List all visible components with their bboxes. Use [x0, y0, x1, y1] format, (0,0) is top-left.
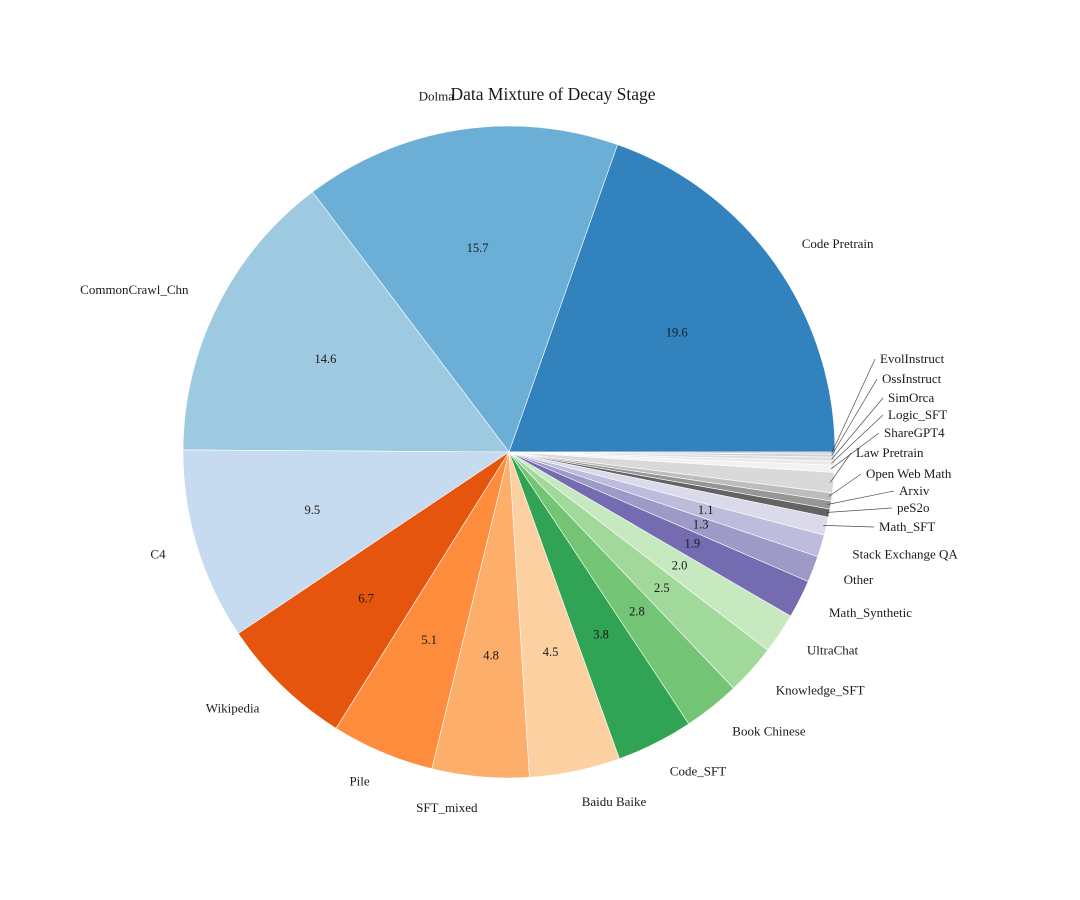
pie-slice	[312, 125, 618, 453]
slice-value-label: 1.1	[698, 503, 714, 517]
slice-value-label: 15.7	[467, 241, 489, 255]
slice-labels-layer: Code Pretrain 19.6 Dolma 15.7 CommonCrawl_Ch…	[80, 89, 958, 816]
slice-value-label: 19.6	[666, 325, 688, 339]
slice-name-label: Law Pretrain	[856, 445, 924, 460]
slice-value-label: 1.9	[684, 537, 700, 551]
slice-name-label: Math_SFT	[879, 519, 935, 534]
slice-name-label: Arxiv	[899, 483, 930, 498]
leader-line	[825, 507, 893, 513]
slice-name-label: Pile	[349, 773, 369, 788]
slice-name-label: Math_Synthetic	[829, 605, 912, 620]
slice-value-label: 9.5	[304, 503, 320, 517]
leader-line	[828, 473, 862, 497]
leader-line	[831, 414, 884, 464]
slice-value-label: 4.8	[483, 648, 499, 662]
leader-line	[831, 378, 878, 456]
slice-name-label: CommonCrawl_Chn	[80, 282, 189, 297]
leader-line	[830, 452, 852, 483]
slice-name-label: ShareGPT4	[884, 425, 945, 440]
slice-name-label: OssInstruct	[882, 371, 942, 386]
leader-line	[831, 432, 880, 469]
pie-slice	[508, 451, 836, 455]
slice-value-label: 2.0	[672, 558, 688, 572]
slice-name-label: peS2o	[897, 500, 930, 515]
slice-name-label: Code Pretrain	[802, 236, 874, 251]
slice-name-label: Logic_SFT	[888, 407, 947, 422]
chart-title: Data Mixture of Decay Stage	[450, 84, 655, 104]
slice-value-label: 3.8	[593, 627, 609, 641]
slice-value-label: 14.6	[314, 352, 336, 366]
pie-slice	[182, 449, 510, 634]
slice-name-label: Stack Exchange QA	[852, 546, 958, 561]
leader-line	[827, 490, 895, 505]
slice-name-label: Dolma	[419, 89, 455, 104]
leader-lines-layer	[823, 358, 895, 528]
slice-value-label: 2.8	[629, 605, 645, 619]
slice-name-label: UltraChat	[807, 643, 859, 658]
slice-name-label: Wikipedia	[206, 700, 260, 715]
pie-slice	[182, 191, 510, 453]
slice-name-label: Code_SFT	[670, 763, 726, 778]
leader-line	[831, 397, 884, 460]
slice-name-label: Open Web Math	[866, 466, 952, 481]
leader-line	[831, 358, 876, 454]
leader-line	[823, 525, 875, 528]
pie-slice	[237, 451, 510, 729]
slice-name-label: Other	[844, 572, 874, 587]
slice-value-label: 6.7	[358, 591, 374, 605]
slice-name-label: EvolInstruct	[880, 351, 945, 366]
slice-name-label: Baidu Baike	[582, 794, 647, 809]
slice-name-label: C4	[150, 546, 166, 561]
slice-value-label: 1.3	[693, 518, 709, 532]
slice-name-label: Book Chinese	[732, 724, 806, 739]
slice-value-label: 2.5	[654, 581, 670, 595]
slice-name-label: SFT_mixed	[416, 800, 478, 815]
slice-value-label: 4.5	[543, 645, 559, 659]
slice-name-label: SimOrca	[888, 390, 934, 405]
slice-value-label: 5.1	[421, 633, 437, 647]
slice-name-label: Knowledge_SFT	[776, 683, 865, 698]
pie-slices-layer	[182, 125, 836, 779]
